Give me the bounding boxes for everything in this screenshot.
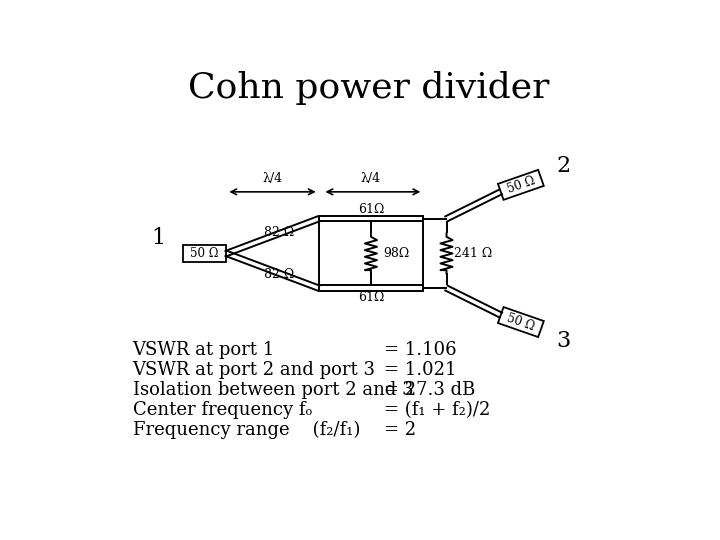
Text: 61Ω: 61Ω <box>358 203 384 216</box>
Text: Isolation between port 2 and 3: Isolation between port 2 and 3 <box>132 381 413 399</box>
Text: 3: 3 <box>557 329 571 352</box>
Text: = (f₁ + f₂)/2: = (f₁ + f₂)/2 <box>384 401 491 418</box>
Bar <box>183 245 226 262</box>
Text: VSWR at port 1: VSWR at port 1 <box>132 341 275 359</box>
Text: 61Ω: 61Ω <box>358 291 384 304</box>
Text: 82 Ω: 82 Ω <box>264 268 294 281</box>
Text: 50 Ω: 50 Ω <box>505 311 536 333</box>
Text: 50 Ω: 50 Ω <box>505 174 536 195</box>
Text: = 27.3 dB: = 27.3 dB <box>384 381 476 399</box>
Text: Cohn power divider: Cohn power divider <box>189 71 549 105</box>
Text: λ/4: λ/4 <box>263 172 282 185</box>
Polygon shape <box>498 170 544 200</box>
Text: 2: 2 <box>557 156 571 177</box>
Text: VSWR at port 2 and port 3: VSWR at port 2 and port 3 <box>132 361 376 379</box>
Polygon shape <box>498 307 544 337</box>
Text: Frequency range    (f₂/f₁): Frequency range (f₂/f₁) <box>132 421 360 439</box>
Text: Center frequency fₒ: Center frequency fₒ <box>132 401 312 418</box>
Text: 1: 1 <box>151 227 166 249</box>
Text: 241 Ω: 241 Ω <box>454 247 492 260</box>
Text: = 1.106: = 1.106 <box>384 341 457 359</box>
Text: λ/4: λ/4 <box>361 172 381 185</box>
Text: 50 Ω: 50 Ω <box>191 247 219 260</box>
Text: 98Ω: 98Ω <box>383 247 410 260</box>
Text: = 2: = 2 <box>384 421 417 439</box>
Text: = 1.021: = 1.021 <box>384 361 457 379</box>
Text: 82 Ω: 82 Ω <box>264 226 294 239</box>
